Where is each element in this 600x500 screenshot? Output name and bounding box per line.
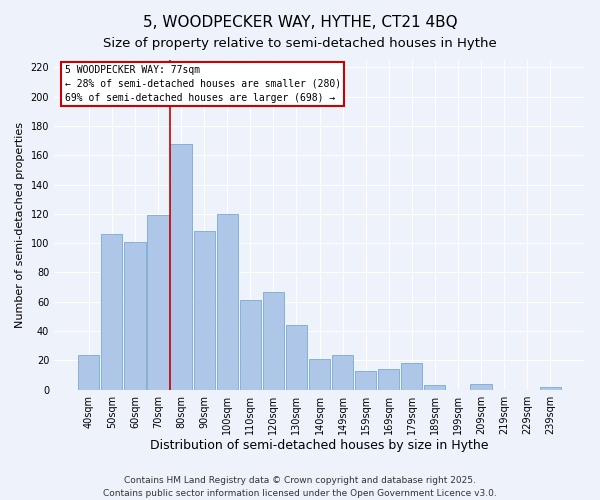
- Bar: [78, 354, 100, 390]
- Bar: [170, 144, 191, 390]
- Bar: [286, 325, 307, 390]
- Bar: [539, 387, 561, 390]
- Text: 5 WOODPECKER WAY: 77sqm
← 28% of semi-detached houses are smaller (280)
69% of s: 5 WOODPECKER WAY: 77sqm ← 28% of semi-de…: [65, 65, 341, 103]
- Bar: [101, 234, 122, 390]
- Bar: [124, 242, 146, 390]
- Y-axis label: Number of semi-detached properties: Number of semi-detached properties: [15, 122, 25, 328]
- Bar: [332, 354, 353, 390]
- Bar: [263, 292, 284, 390]
- Bar: [355, 370, 376, 390]
- Bar: [194, 232, 215, 390]
- Bar: [239, 300, 261, 390]
- Bar: [378, 369, 400, 390]
- Bar: [217, 214, 238, 390]
- Bar: [401, 364, 422, 390]
- Text: Contains HM Land Registry data © Crown copyright and database right 2025.
Contai: Contains HM Land Registry data © Crown c…: [103, 476, 497, 498]
- Bar: [309, 359, 330, 390]
- X-axis label: Distribution of semi-detached houses by size in Hythe: Distribution of semi-detached houses by …: [150, 440, 489, 452]
- Text: Size of property relative to semi-detached houses in Hythe: Size of property relative to semi-detach…: [103, 38, 497, 51]
- Text: 5, WOODPECKER WAY, HYTHE, CT21 4BQ: 5, WOODPECKER WAY, HYTHE, CT21 4BQ: [143, 15, 457, 30]
- Bar: [148, 216, 169, 390]
- Bar: [424, 386, 445, 390]
- Bar: [470, 384, 491, 390]
